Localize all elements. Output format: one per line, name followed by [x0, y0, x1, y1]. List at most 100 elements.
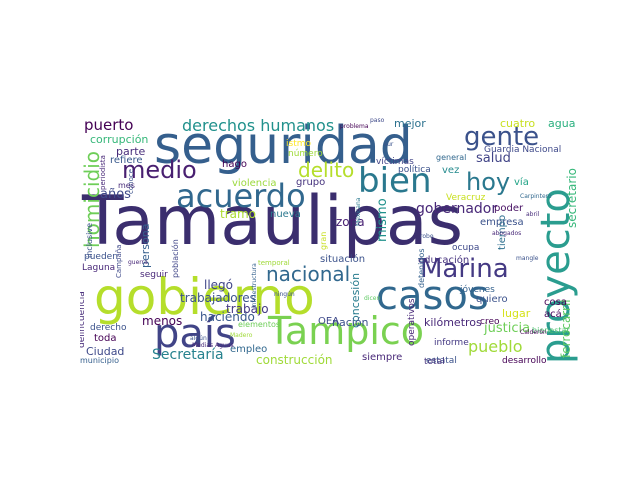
word: Carpintero	[520, 193, 552, 200]
word: hoy	[466, 168, 511, 196]
word: mismo	[375, 198, 390, 242]
word: acuerdo	[176, 177, 306, 215]
word: municipio	[80, 356, 119, 365]
word: temporal	[258, 259, 290, 267]
word: puerto	[84, 118, 134, 134]
word: llegó	[204, 278, 234, 292]
word: número	[288, 149, 323, 159]
word: operativos	[407, 298, 417, 346]
word: desarrollo	[502, 356, 547, 366]
word: abogados	[492, 230, 522, 237]
word: OEA	[318, 316, 340, 327]
word: Medias Aguas	[192, 342, 234, 349]
word: tramo	[220, 207, 257, 221]
word: Tamaulipas	[82, 182, 464, 261]
word: mejor	[394, 118, 426, 130]
word: mangle	[516, 255, 539, 262]
word: Secretaría	[152, 347, 224, 363]
word: quiero	[476, 294, 508, 305]
word: nacional	[266, 262, 351, 286]
word-cloud: Tamaulipas seguridad gobierno proyecto T…	[80, 118, 589, 372]
word: zona	[336, 215, 365, 229]
word: trabajadores	[180, 291, 256, 305]
word: inclusive	[85, 222, 94, 258]
word: abril	[526, 211, 540, 218]
word: Madero	[230, 332, 253, 339]
word: general	[436, 153, 467, 162]
word: delincuencia	[80, 291, 87, 348]
word: Campaña	[115, 244, 123, 278]
word: parte	[116, 145, 146, 158]
word: gobernador	[416, 201, 498, 217]
word: dicen	[364, 295, 381, 302]
word: seguridad	[154, 118, 413, 176]
word: Ciudad	[86, 345, 125, 358]
word: construcción	[256, 353, 333, 367]
word: Marina	[420, 254, 509, 284]
word: jóvenes	[460, 285, 495, 295]
word: cuatro	[500, 118, 536, 130]
word: gente	[464, 122, 540, 152]
word: vía	[514, 177, 529, 188]
word: lugar	[502, 307, 531, 320]
word: bien	[358, 161, 432, 201]
word: toda	[94, 333, 117, 344]
word: sur	[384, 141, 394, 148]
word: istmo	[286, 139, 311, 149]
word: detenidos	[417, 248, 426, 289]
word: acá	[544, 309, 562, 320]
word: bienestar	[532, 326, 570, 335]
word: informe	[434, 338, 469, 348]
word: años	[100, 187, 131, 202]
word: violencia	[232, 178, 277, 189]
word: grupo	[296, 177, 326, 188]
word: mes	[118, 181, 135, 190]
word: pueden	[84, 252, 118, 262]
word: refiere	[110, 155, 143, 166]
word: nación	[332, 316, 369, 329]
word: corrupción	[90, 133, 149, 146]
word: elementos	[238, 320, 281, 329]
word: gobierno	[94, 268, 315, 326]
word: cosa	[544, 297, 567, 308]
word: trabajo	[226, 302, 269, 316]
word: gran	[319, 231, 328, 250]
word: derecho	[90, 323, 127, 333]
word: nueva	[270, 209, 301, 220]
word: educación	[418, 255, 470, 266]
word: guerra	[128, 259, 148, 266]
word: justicia	[484, 321, 531, 336]
word: delito	[298, 158, 355, 182]
word: Tampico	[268, 309, 425, 353]
word: secretario	[565, 168, 579, 228]
word: ningún	[274, 291, 295, 298]
word: Mexicana	[355, 197, 362, 226]
word: agua	[548, 118, 576, 130]
word: país	[154, 311, 236, 357]
word: kilómetros	[424, 316, 482, 329]
word: vez	[442, 165, 460, 176]
word: seguir	[140, 270, 168, 280]
word: empleo	[230, 344, 268, 355]
word: creo	[480, 317, 500, 327]
word: empresa	[480, 217, 524, 228]
word: algún	[190, 335, 207, 342]
word: Veracruz	[446, 193, 486, 203]
word: problema	[340, 123, 369, 130]
word: pueblo	[468, 337, 523, 356]
word: periodista	[99, 155, 107, 190]
word: infraestructura	[251, 263, 258, 308]
word: estatal	[426, 356, 457, 366]
word: hago	[222, 159, 247, 170]
word: víctimas	[376, 157, 414, 167]
word: ocupa	[452, 243, 480, 253]
word: Laguna	[82, 263, 116, 273]
word: salud	[476, 151, 511, 166]
word: robo	[420, 233, 434, 240]
word: haciendo	[200, 310, 255, 324]
word: siempre	[362, 352, 403, 363]
word: casos	[376, 273, 489, 319]
word: situación	[320, 254, 366, 265]
word: política	[398, 165, 431, 175]
word: paso	[370, 118, 385, 124]
